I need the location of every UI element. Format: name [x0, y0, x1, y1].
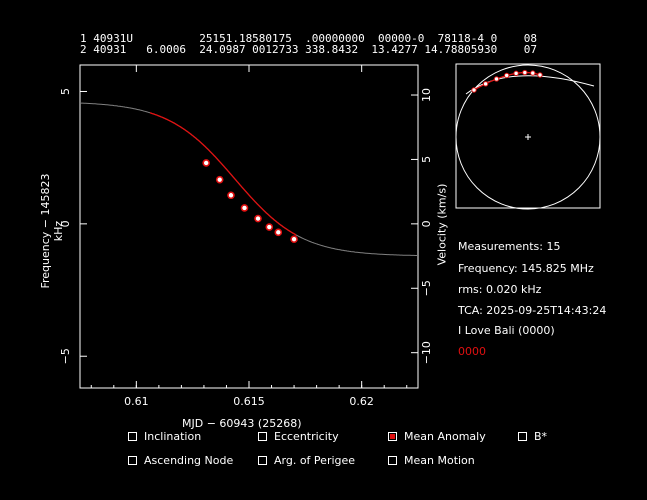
option-label: B* — [534, 430, 548, 443]
mean-anomaly-checkbox[interactable] — [388, 432, 397, 441]
data-point — [240, 204, 249, 212]
tle-line-1: 1 40931U 25151.18580175 .00000000 00000-… — [80, 32, 537, 45]
option-inclination[interactable]: Inclination — [128, 430, 201, 443]
site-name: I Love Bali (0000) — [458, 324, 555, 337]
data-point — [265, 223, 274, 231]
data-point — [290, 235, 298, 244]
y-tick-label: 5 — [59, 88, 72, 95]
tle-line-2: 2 40931 6.0006 24.0987 0012733 338.8432 … — [80, 43, 537, 56]
bstar-checkbox[interactable] — [518, 432, 527, 441]
x-axis-label: MJD − 60943 (25268) — [182, 417, 302, 430]
x-tick-label: 0.62 — [349, 395, 374, 408]
track-point — [471, 87, 477, 93]
option-mean-anomaly[interactable]: Mean Anomaly — [388, 430, 486, 443]
y2-tick-label: −5 — [420, 280, 433, 296]
track-point — [513, 70, 519, 77]
data-point — [274, 228, 283, 237]
y2-tick-label: 0 — [420, 220, 433, 227]
horizon-circle — [455, 64, 601, 210]
mean-motion-checkbox[interactable] — [388, 456, 397, 465]
y-tick-label: −5 — [59, 348, 72, 364]
option-arg-of-perigee[interactable]: Arg. of Perigee — [258, 454, 355, 467]
y2-axis-label: Velocity (km/s) — [435, 183, 449, 266]
track-point — [537, 72, 543, 78]
y2-tick-label: 5 — [420, 156, 433, 163]
option-label: Arg. of Perigee — [274, 454, 356, 467]
fit-curve — [149, 112, 297, 236]
data-point — [227, 191, 235, 200]
track-point — [503, 72, 510, 79]
data-point — [215, 175, 224, 184]
x-tick-label: 0.615 — [233, 395, 265, 408]
option-mean-motion[interactable]: Mean Motion — [388, 454, 475, 467]
option-bstar[interactable]: B* — [518, 430, 547, 443]
option-label: Eccentricity — [274, 430, 339, 443]
track-point — [522, 69, 528, 76]
option-label: Ascending Node — [144, 454, 234, 467]
ascending-node-checkbox[interactable] — [128, 456, 137, 465]
option-eccentricity[interactable]: Eccentricity — [258, 430, 339, 443]
track-point — [530, 70, 536, 76]
x-tick-label: 0.61 — [124, 395, 149, 408]
inclination-checkbox[interactable] — [128, 432, 137, 441]
site-code: 0000 — [458, 345, 486, 358]
y2-tick-label: −10 — [420, 341, 433, 364]
rms-value: rms: 0.020 kHz — [458, 283, 542, 296]
model-curve — [79, 102, 418, 256]
measurements-count: Measurements: 15 — [458, 240, 561, 253]
option-label: Mean Motion — [404, 454, 475, 467]
orbit-track — [465, 75, 595, 95]
frequency-value: Frequency: 145.825 MHz — [458, 262, 594, 275]
tca-value: TCA: 2025-09-25T14:43:24 — [458, 304, 607, 317]
track-point — [493, 76, 500, 82]
track-point — [482, 81, 489, 87]
y-axis-label: Frequency − 145823 kHz — [39, 173, 65, 289]
plot-frame — [79, 64, 419, 389]
option-label: Inclination — [144, 430, 202, 443]
data-point — [254, 214, 262, 223]
data-point — [202, 159, 210, 167]
option-label: Mean Anomaly — [404, 430, 486, 443]
y-tick-label: 0 — [59, 220, 72, 227]
option-ascending-node[interactable]: Ascending Node — [128, 454, 233, 467]
eccentricity-checkbox[interactable] — [258, 432, 267, 441]
y2-tick-label: 10 — [420, 88, 433, 102]
arg-of-perigee-checkbox[interactable] — [258, 456, 267, 465]
